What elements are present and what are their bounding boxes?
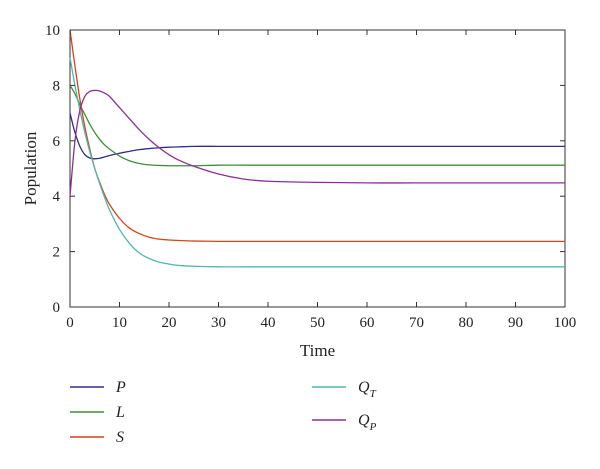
x-tick-label: 0 <box>66 315 74 331</box>
x-tick-label: 30 <box>211 315 226 331</box>
x-tick-label: 80 <box>459 315 474 331</box>
legend-item: QT <box>312 379 377 400</box>
x-tick-label: 10 <box>112 315 127 331</box>
legend-item: S <box>70 429 124 446</box>
x-tick-label: 70 <box>409 315 424 331</box>
series-lines <box>69 29 566 268</box>
series-line-3 <box>69 57 565 268</box>
series-line-0 <box>69 112 565 160</box>
series-line-1 <box>69 85 566 167</box>
legend-label: QT <box>358 379 377 400</box>
legend-label-subscript: P <box>369 421 377 433</box>
y-axis-ticks: 0 2 4 6 8 10 <box>45 23 565 316</box>
legend-label: L <box>115 404 125 421</box>
series-line-2 <box>69 29 565 243</box>
plot-frame <box>69 29 566 308</box>
y-tick-label: 2 <box>53 245 61 261</box>
x-tick-label: 90 <box>508 315 523 331</box>
x-axis-ticks: 0 10 20 30 40 50 60 70 80 90 100 <box>66 30 576 331</box>
legend-label: S <box>116 429 124 446</box>
legend-item: QP <box>312 412 377 433</box>
y-tick-label: 0 <box>53 300 61 316</box>
legend-item: L <box>70 404 125 421</box>
y-tick-label: 4 <box>53 189 61 205</box>
y-axis-title: Population <box>21 131 40 205</box>
x-axis-title: Time <box>300 341 335 360</box>
legend-label: P <box>115 379 126 396</box>
legend-label-subscript: T <box>370 388 377 400</box>
y-tick-label: 6 <box>53 134 61 150</box>
series-line-4 <box>69 89 565 197</box>
x-tick-label: 50 <box>310 315 325 331</box>
x-tick-label: 60 <box>360 315 375 331</box>
y-tick-label: 10 <box>45 23 60 39</box>
legend-item: P <box>70 379 126 396</box>
x-tick-label: 20 <box>162 315 177 331</box>
y-tick-label: 8 <box>53 78 61 94</box>
x-tick-label: 100 <box>554 315 577 331</box>
legend-label: QP <box>358 412 377 433</box>
x-tick-label: 40 <box>261 315 276 331</box>
